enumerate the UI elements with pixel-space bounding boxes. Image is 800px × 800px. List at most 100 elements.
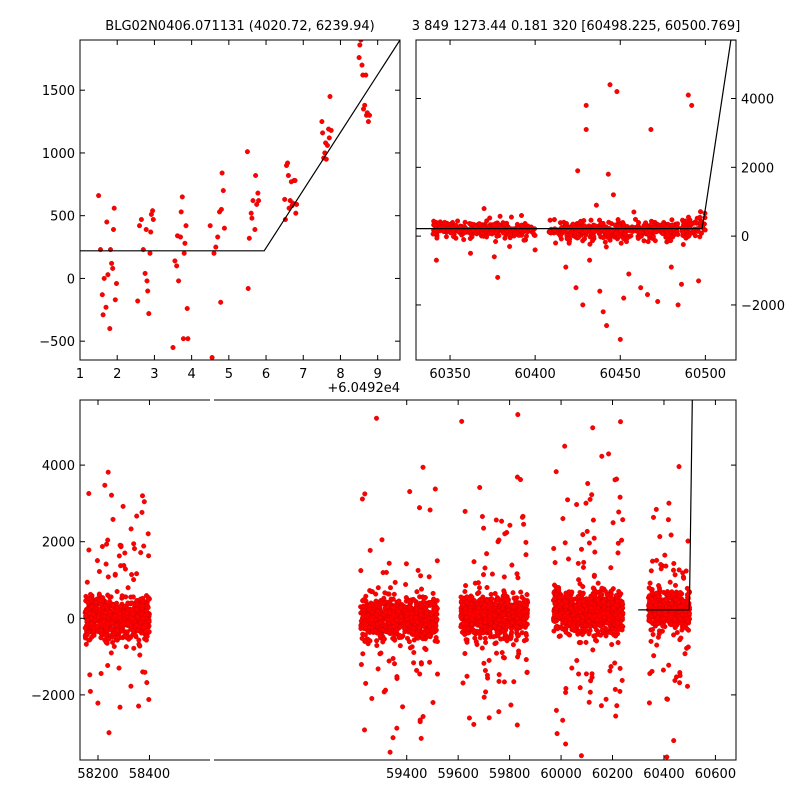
data-point bbox=[499, 518, 505, 524]
data-point bbox=[676, 464, 682, 470]
data-point bbox=[458, 614, 464, 620]
data-point bbox=[375, 585, 381, 591]
data-point bbox=[507, 231, 513, 237]
data-point bbox=[117, 611, 123, 617]
data-point bbox=[577, 685, 583, 691]
data-point bbox=[563, 686, 569, 692]
data-point bbox=[150, 208, 156, 214]
data-point bbox=[109, 639, 115, 645]
data-point bbox=[608, 664, 614, 670]
panel-top-right: 60350 60400 60450 60500 −2000 0 2000 4000 3 849 … bbox=[412, 19, 785, 382]
data-point bbox=[508, 702, 514, 708]
data-point bbox=[489, 571, 495, 577]
data-point bbox=[374, 643, 380, 649]
data-point bbox=[460, 680, 466, 686]
data-point bbox=[649, 218, 655, 224]
data-point bbox=[111, 644, 117, 650]
data-point bbox=[576, 671, 582, 677]
data-point bbox=[582, 236, 588, 242]
data-point bbox=[591, 572, 597, 578]
data-point bbox=[417, 505, 423, 511]
data-point bbox=[460, 620, 466, 626]
y-tick-label: 0 bbox=[67, 272, 75, 287]
data-point bbox=[511, 679, 517, 685]
data-point bbox=[636, 220, 642, 226]
data-point bbox=[586, 619, 592, 625]
data-point bbox=[136, 223, 142, 229]
data-point bbox=[105, 272, 111, 278]
x-tick-label: 60500 bbox=[685, 367, 726, 382]
data-point bbox=[130, 611, 136, 617]
data-point bbox=[523, 608, 529, 614]
data-point bbox=[131, 577, 137, 583]
data-point bbox=[375, 666, 381, 672]
data-point bbox=[358, 568, 364, 574]
data-point bbox=[443, 234, 449, 240]
data-point bbox=[96, 614, 102, 620]
data-point bbox=[128, 526, 134, 532]
data-point bbox=[327, 93, 333, 99]
data-point bbox=[458, 594, 464, 600]
data-point bbox=[86, 596, 92, 602]
data-point bbox=[419, 586, 425, 592]
data-point bbox=[612, 686, 618, 692]
data-point bbox=[586, 612, 592, 618]
data-point bbox=[649, 668, 655, 674]
data-point bbox=[99, 544, 105, 550]
data-point bbox=[655, 593, 661, 599]
data-point bbox=[580, 564, 586, 570]
data-point bbox=[434, 618, 440, 624]
data-point bbox=[105, 469, 111, 475]
data-point bbox=[580, 584, 586, 590]
data-point bbox=[484, 551, 490, 557]
data-point bbox=[476, 221, 482, 227]
data-point bbox=[667, 621, 673, 627]
data-point bbox=[660, 667, 666, 673]
data-point bbox=[477, 622, 483, 628]
data-point bbox=[591, 592, 597, 598]
data-point bbox=[367, 638, 373, 644]
data-point bbox=[580, 302, 586, 308]
data-point bbox=[380, 627, 386, 633]
data-point bbox=[643, 220, 649, 226]
data-point bbox=[95, 623, 101, 629]
data-point bbox=[418, 608, 424, 614]
data-point bbox=[383, 569, 389, 575]
data-point bbox=[469, 221, 475, 227]
axes-frame bbox=[79, 39, 401, 361]
y-tick-label: 2000 bbox=[741, 161, 774, 176]
data-point bbox=[437, 225, 443, 231]
data-point bbox=[117, 542, 123, 548]
data-point bbox=[564, 236, 570, 242]
data-point bbox=[610, 520, 616, 526]
data-point bbox=[645, 239, 651, 245]
data-point bbox=[675, 231, 681, 237]
data-point bbox=[506, 607, 512, 613]
data-point bbox=[551, 546, 557, 552]
data-point bbox=[651, 653, 657, 659]
data-point bbox=[552, 595, 558, 601]
data-point bbox=[100, 312, 106, 318]
data-point bbox=[122, 550, 128, 556]
x-tick-label: 59600 bbox=[437, 767, 478, 782]
data-point bbox=[96, 591, 102, 597]
data-point bbox=[680, 570, 686, 576]
data-point bbox=[556, 599, 562, 605]
data-point bbox=[473, 639, 479, 645]
data-point bbox=[518, 477, 524, 483]
data-point bbox=[599, 627, 605, 633]
data-point bbox=[617, 665, 623, 671]
data-point bbox=[502, 631, 508, 637]
data-point bbox=[146, 311, 152, 317]
data-point bbox=[103, 633, 109, 639]
data-point bbox=[671, 632, 677, 638]
data-point bbox=[182, 240, 188, 246]
data-point bbox=[614, 620, 620, 626]
data-point bbox=[626, 271, 632, 277]
data-point bbox=[502, 235, 508, 241]
data-point bbox=[601, 611, 607, 617]
data-point bbox=[145, 531, 151, 537]
data-point bbox=[414, 589, 420, 595]
data-point bbox=[613, 633, 619, 639]
data-point bbox=[146, 618, 152, 624]
